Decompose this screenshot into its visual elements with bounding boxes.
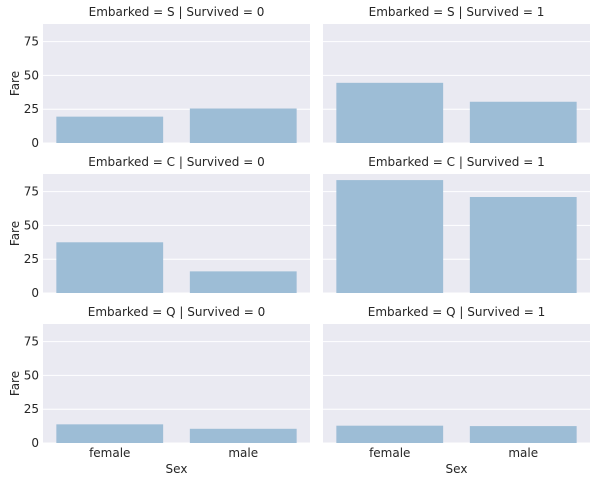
bar-male [189,108,297,143]
bar-female [336,82,444,143]
bar-male [469,426,577,443]
x-tick-label: male [508,446,538,460]
y-tick-label: 25 [24,402,39,416]
y-tick-label: 75 [24,335,39,349]
y-axis-label: Fare [8,221,22,246]
y-tick-label: 25 [24,252,39,266]
bar-female [56,116,164,143]
panel-background [323,324,590,443]
bar-male [469,101,577,143]
y-tick-label: 50 [24,68,39,82]
bar-female [56,242,164,293]
panel-title: Embarked = C | Survived = 1 [368,155,544,169]
panel-title: Embarked = Q | Survived = 0 [88,305,266,319]
bar-male [469,196,577,293]
y-axis-label: Fare [8,71,22,96]
y-tick-label: 25 [24,102,39,116]
y-tick-label: 50 [24,368,39,382]
x-tick-label: female [89,446,130,460]
panel-title: Embarked = S | Survived = 1 [369,5,545,19]
y-tick-label: 50 [24,218,39,232]
x-axis-label: Sex [166,462,188,476]
y-axis-label: Fare [8,371,22,396]
bar-male [189,428,297,443]
y-tick-label: 0 [31,286,39,300]
bar-female [336,425,444,443]
panel-title: Embarked = S | Survived = 0 [89,5,265,19]
x-tick-label: female [369,446,410,460]
x-tick-label: male [228,446,258,460]
panel-title: Embarked = C | Survived = 0 [88,155,264,169]
bar-female [56,424,164,443]
x-axis-label: Sex [446,462,468,476]
y-tick-label: 0 [31,136,39,150]
bar-male [189,271,297,293]
y-tick-label: 75 [24,35,39,49]
bar-female [336,180,444,293]
y-tick-label: 0 [31,436,39,450]
y-tick-label: 75 [24,185,39,199]
panel-title: Embarked = Q | Survived = 1 [368,305,546,319]
panel-background [43,324,310,443]
